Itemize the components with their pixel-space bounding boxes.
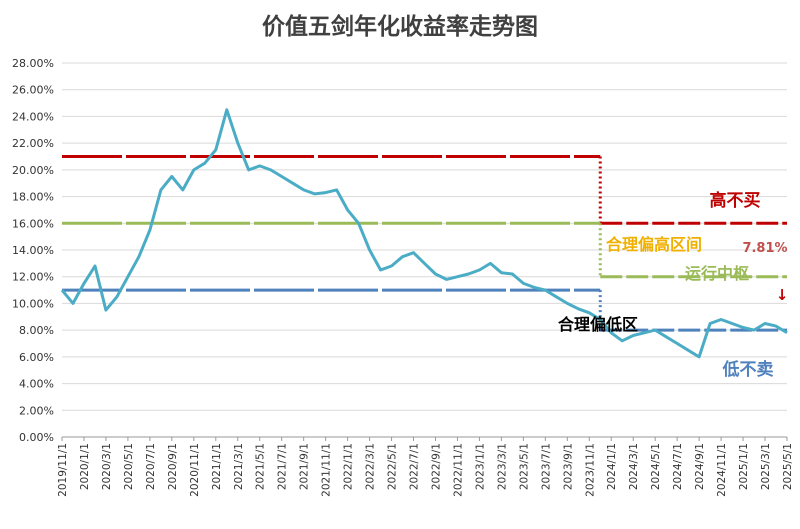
x-tick-label: 2020/5/1 — [123, 443, 135, 490]
x-tick-label: 2020/1/1 — [79, 443, 91, 490]
x-tick-label: 2024/5/1 — [650, 443, 662, 490]
x-tick-label: 2020/11/1 — [189, 443, 201, 497]
x-tick-label: 2021/5/1 — [255, 443, 267, 490]
y-tick-label: 22.00% — [12, 137, 54, 150]
x-tick-label: 2021/9/1 — [299, 443, 311, 490]
x-tick-label: 2021/3/1 — [233, 443, 245, 490]
x-tick-label: 2024/7/1 — [672, 443, 684, 490]
x-tick-label: 2023/7/1 — [540, 443, 552, 490]
annotation: 合理偏低区 — [558, 315, 638, 334]
annotation: 高不买 — [710, 190, 761, 211]
y-tick-label: 8.00% — [19, 324, 54, 337]
x-tick-label: 2020/9/1 — [167, 443, 179, 490]
x-tick-label: 2023/9/1 — [562, 443, 574, 490]
x-tick-label: 2023/1/1 — [474, 443, 486, 490]
x-tick-label: 2022/3/1 — [365, 443, 377, 490]
annotation: 合理偏高区间 — [606, 235, 702, 254]
x-tick-label: 2021/11/1 — [321, 443, 333, 497]
x-tick-label: 2025/1/1 — [738, 443, 750, 490]
x-tick-label: 2020/3/1 — [101, 443, 113, 490]
x-tick-label: 2022/11/1 — [452, 443, 464, 497]
y-tick-label: 26.00% — [12, 84, 54, 97]
data-line — [60, 108, 788, 359]
annotation: 运行中枢 — [685, 264, 749, 283]
x-tick-label: 2022/1/1 — [343, 443, 355, 490]
x-tick-label: 2023/5/1 — [518, 443, 530, 490]
x-tick-label: 2020/7/1 — [145, 443, 157, 490]
annotation: 低不卖 — [722, 359, 774, 380]
x-tick-label: 2022/9/1 — [430, 443, 442, 490]
annotation: ↓ — [776, 286, 789, 304]
y-tick-label: 20.00% — [12, 164, 54, 177]
y-tick-label: 16.00% — [12, 217, 54, 230]
x-tick-label: 2022/7/1 — [409, 443, 421, 490]
x-tick-label: 2025/3/1 — [760, 443, 772, 490]
y-tick-label: 10.00% — [12, 297, 54, 310]
y-tick-label: 0.00% — [19, 431, 54, 444]
x-tick-label: 2021/1/1 — [211, 443, 223, 490]
y-tick-label: 14.00% — [12, 244, 54, 257]
y-tick-label: 12.00% — [12, 271, 54, 284]
x-tick-label: 2024/9/1 — [694, 443, 706, 490]
y-tick-label: 2.00% — [19, 404, 54, 417]
x-tick-label: 2023/3/1 — [496, 443, 508, 490]
x-tick-label: 2024/3/1 — [628, 443, 640, 490]
x-tick-label: 2025/5/1 — [782, 443, 794, 490]
y-tick-label: 24.00% — [12, 110, 54, 123]
x-tick-label: 2022/5/1 — [387, 443, 399, 490]
chart-title: 价值五剑年化收益率走势图 — [262, 13, 538, 40]
y-tick-label: 6.00% — [19, 351, 54, 364]
y-tick-label: 18.00% — [12, 191, 54, 204]
x-tick-label: 2024/11/1 — [716, 443, 728, 497]
y-tick-label: 4.00% — [19, 378, 54, 391]
annotation: 7.81% — [742, 241, 787, 256]
x-tick-label: 2019/11/1 — [57, 443, 69, 497]
x-tick-label: 2024/1/1 — [606, 443, 618, 490]
x-tick-label: 2023/11/1 — [584, 443, 596, 497]
y-tick-label: 28.00% — [12, 57, 54, 70]
x-tick-label: 2021/7/1 — [277, 443, 289, 490]
